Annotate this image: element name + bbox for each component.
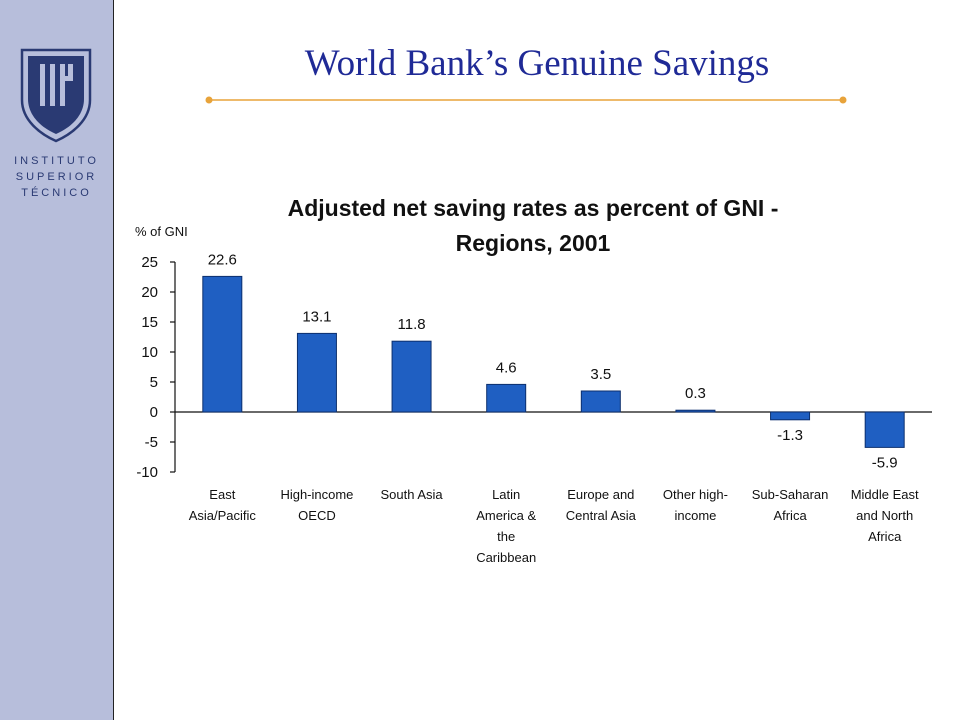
data-label: 13.1 <box>302 308 331 325</box>
y-tick-label: 20 <box>141 284 158 301</box>
y-axis-label: % of GNI <box>135 224 188 239</box>
category-label: Sub-Saharan <box>752 487 829 502</box>
category-label: Africa <box>773 508 807 523</box>
bar <box>391 340 432 413</box>
data-label: 22.6 <box>208 251 237 268</box>
data-label: -5.9 <box>872 454 898 471</box>
bar <box>580 390 621 413</box>
category-label: America & <box>476 508 536 523</box>
bar <box>675 409 716 413</box>
bar <box>202 275 243 413</box>
y-tick-label: -10 <box>136 464 158 481</box>
category-label: Latin <box>492 487 520 502</box>
chart-title-line-1: Adjusted net saving rates as percent of … <box>288 195 779 221</box>
bar <box>296 332 337 413</box>
ist-logo-icon <box>20 48 92 143</box>
bar <box>770 411 811 421</box>
sidebar: INSTITUTO SUPERIOR TÉCNICO <box>0 0 114 720</box>
category-label: Middle East <box>851 487 919 502</box>
data-label: 3.5 <box>590 366 611 383</box>
bar <box>864 411 905 448</box>
category-label: Central Asia <box>566 508 637 523</box>
y-tick-label: 15 <box>141 314 158 331</box>
data-label: 0.3 <box>685 385 706 402</box>
bar <box>486 383 527 413</box>
category-label: East <box>209 487 235 502</box>
data-label: 11.8 <box>398 316 426 333</box>
category-label: High-income <box>280 487 353 502</box>
data-label: -1.3 <box>777 427 803 444</box>
chart-title-line-2: Regions, 2001 <box>456 230 611 256</box>
logo-line-3: TÉCNICO <box>21 187 92 199</box>
category-label: Other high- <box>663 487 728 502</box>
category-label: the <box>497 529 515 544</box>
category-label: Caribbean <box>476 550 536 565</box>
y-tick-label: 25 <box>141 254 158 271</box>
y-tick-label: 5 <box>150 374 158 391</box>
y-tick-label: 10 <box>141 344 158 361</box>
category-label: Europe and <box>567 487 634 502</box>
category-label: Africa <box>868 529 902 544</box>
title-underline <box>205 96 847 104</box>
category-label: South Asia <box>380 487 443 502</box>
slide-title: World Bank’s Genuine Savings <box>304 43 770 84</box>
logo-line-2: SUPERIOR <box>15 171 98 183</box>
category-label: and North <box>856 508 913 523</box>
y-tick-label: 0 <box>150 404 158 421</box>
category-label: income <box>674 508 716 523</box>
category-label: Asia/Pacific <box>189 508 257 523</box>
logo-line-1: INSTITUTO <box>14 155 99 167</box>
y-tick-label: -5 <box>145 434 158 451</box>
plot-area: 25 20 15 10 5 0 -5 -10 22.6 East Asia/Pacific 13.1 H… <box>136 251 932 565</box>
category-label: OECD <box>298 508 336 523</box>
data-label: 4.6 <box>496 359 517 376</box>
